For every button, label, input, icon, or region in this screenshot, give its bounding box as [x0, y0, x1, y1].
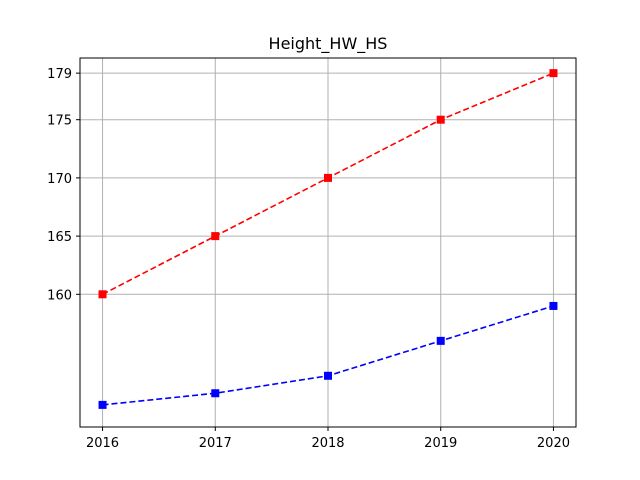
series-2-point — [98, 400, 107, 409]
y-tick-label: 165 — [47, 230, 72, 245]
series-1-point — [211, 232, 220, 241]
y-tick-label: 160 — [47, 288, 72, 303]
series-2-point — [549, 301, 558, 310]
series-layer — [98, 69, 558, 409]
y-tick-label: 170 — [47, 172, 72, 187]
series-1-point — [436, 115, 445, 124]
x-tick-label: 2017 — [199, 436, 232, 451]
x-tick-label: 2018 — [311, 436, 344, 451]
series-1-point — [324, 173, 332, 182]
x-tick-label: 2019 — [424, 436, 457, 451]
grid — [80, 58, 576, 427]
chart-title: Height_HW_HS — [269, 34, 388, 54]
series-2-point — [324, 371, 332, 380]
x-tick-label: 2020 — [537, 436, 570, 451]
y-tick-label: 175 — [47, 114, 72, 129]
x-axis: 2016 2017 2018 2019 2020 — [86, 427, 570, 451]
series-1-point — [549, 69, 558, 78]
series-2-point — [436, 336, 445, 345]
x-tick-label: 2016 — [86, 436, 119, 451]
series-1-point — [98, 290, 107, 299]
y-axis: 160 165 170 175 179 — [47, 67, 80, 303]
y-tick-label: 179 — [47, 67, 72, 82]
series-2-point — [211, 389, 220, 398]
